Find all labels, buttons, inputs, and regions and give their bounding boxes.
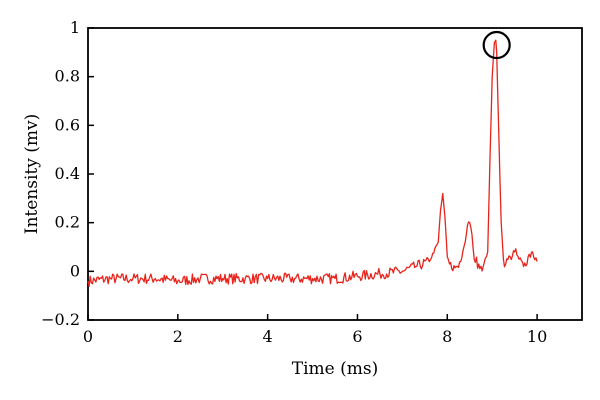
y-axis-title: Intensity (mv) [22,114,42,235]
y-tick-label: 0.6 [55,115,80,134]
y-tick-label: 1 [70,18,80,37]
y-tick-label: −0.2 [41,310,80,329]
peak-highlight-circle [482,30,511,60]
x-axis-title: Time (ms) [292,359,378,379]
x-tick-label: 4 [263,327,273,346]
y-tick-label: 0 [70,261,80,280]
y-tick-label: 0.8 [55,67,80,86]
series-layer [87,39,538,287]
x-tick-label: 10 [527,327,547,346]
y-tick-label: 0.4 [55,164,80,183]
x-tick-label: 8 [442,327,452,346]
series-line [87,39,538,287]
x-axis-ticks: 0 2 4 6 8 10 [83,314,547,346]
annotation-layer [482,30,511,60]
y-tick-label: 0.2 [55,213,80,232]
y-axis-ticks: −0.2 0 0.2 0.4 0.6 0.8 1 [41,18,94,329]
x-tick-label: 6 [352,327,362,346]
x-tick-label: 0 [83,327,93,346]
x-tick-label: 2 [173,327,183,346]
